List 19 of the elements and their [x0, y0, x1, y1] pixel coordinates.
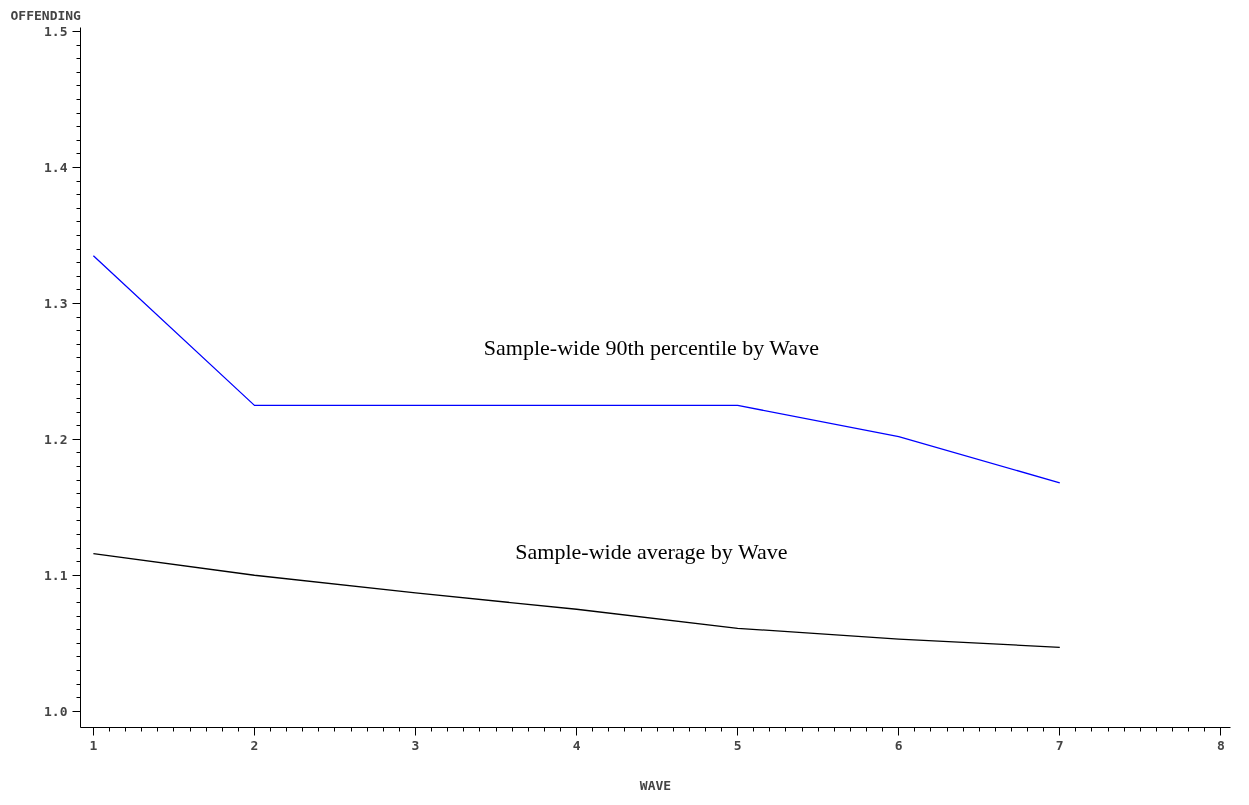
x-axis-title: WAVE: [639, 777, 672, 793]
y-tick-label: 1.0: [44, 703, 68, 719]
y-tick-label: 1.4: [44, 160, 68, 175]
x-tick-label: 6: [894, 737, 903, 753]
text: Sample-wide 90th percentile by Wave: [483, 335, 819, 361]
x-tick-label: 2: [250, 737, 259, 753]
x-tick-label: 1: [89, 737, 98, 753]
series-label: Sample-wide average by Wave: [515, 539, 788, 565]
x-tick-label: 3: [411, 737, 420, 753]
y-axis-title: OFFENDING: [10, 7, 82, 23]
y-tick-label: 1.5: [44, 24, 68, 40]
line-series: [92, 255, 1061, 484]
x-tick-label: 7: [1055, 737, 1064, 753]
y-tick-label: 1.1: [44, 567, 68, 583]
x-tick-label: 4: [572, 737, 581, 753]
x-tick-label: 5: [733, 737, 742, 753]
x-tick-label: 8: [1216, 737, 1225, 753]
y-tick-label: 1.2: [44, 431, 68, 447]
y-tick-label: 1.3: [44, 295, 68, 311]
